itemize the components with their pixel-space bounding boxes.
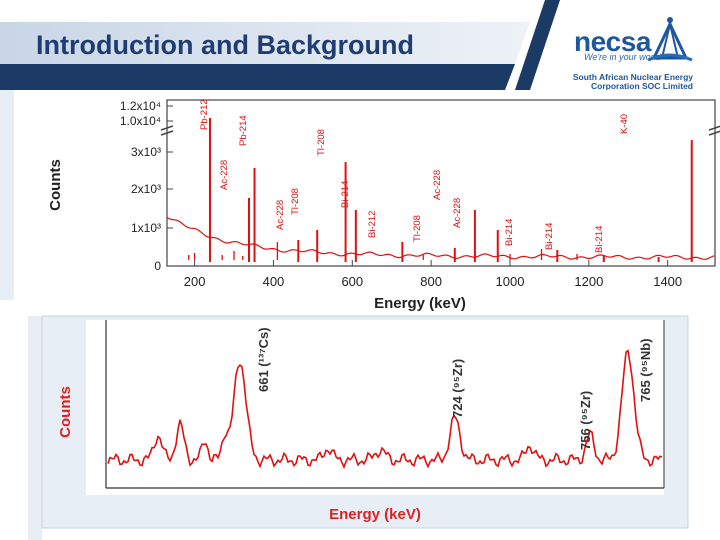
x-axis-title: Energy (keV) — [374, 295, 466, 312]
peak-label: 661 (¹³⁷Cs) — [256, 327, 271, 392]
necsa-org-line1: South African Nuclear Energy — [572, 72, 693, 82]
x-tick-label: 600 — [341, 274, 363, 289]
necsa-wordmark: necsa — [574, 26, 651, 57]
peak-label: Pb-212 — [199, 99, 210, 130]
x-tick-label: 400 — [263, 274, 285, 289]
peak-label: 724 (⁹⁵Zr) — [450, 359, 465, 418]
y-tick-label: 2x10³ — [131, 182, 161, 196]
peak-label: 765 (⁹⁵Nb) — [638, 338, 653, 402]
necsa-tagline: We're in your world — [584, 52, 661, 62]
peak-label: Bi-214 — [340, 181, 351, 208]
peak-label: Ac-228 — [452, 198, 463, 228]
peak-label: 756 (⁹⁵Zr) — [578, 391, 593, 450]
left-accent-bar — [0, 90, 14, 300]
peak-label: Bi-212 — [367, 211, 378, 238]
necsa-org-line2: Corporation SOC Limited — [591, 81, 693, 90]
peak-label: Pb-214 — [238, 115, 249, 146]
x-tick-label: 1000 — [496, 274, 525, 289]
x-tick-label: 1200 — [574, 274, 603, 289]
necsa-logo-icon — [648, 17, 693, 62]
axis-break-icon — [708, 125, 720, 136]
peak-label: Bi-214 — [544, 223, 555, 250]
peak-label: Tl-208 — [290, 188, 301, 215]
plot-frame — [166, 99, 716, 267]
spectrum-continuum — [166, 216, 715, 260]
x-tick-label: 800 — [420, 274, 442, 289]
peak-label: Bi-214 — [594, 226, 605, 253]
axis-break-icon — [160, 125, 174, 136]
peak-label: Tl-208 — [412, 215, 423, 242]
header-band: Introduction and Background necsa We're … — [0, 0, 720, 90]
x-axis-title: Energy (keV) — [329, 506, 421, 523]
peak-label: Bi-214 — [504, 219, 515, 246]
x-tick-label: 1400 — [653, 274, 682, 289]
x-tick-label: 200 — [184, 274, 206, 289]
y-axis-title: Counts — [57, 386, 74, 438]
y-tick-label: 1.2x10⁴ — [120, 99, 161, 113]
lower-spectrum-panel: Counts Energy (keV) 661 (¹³⁷Cs) 724 (⁹⁵Zr) 7… — [28, 315, 689, 540]
y-tick-label: 3x10³ — [131, 145, 161, 159]
y-tick-label: 0 — [154, 259, 161, 273]
y-tick-label: 1x10³ — [131, 221, 161, 235]
y-tick-label: 1.0x10⁴ — [120, 114, 161, 128]
zoomed-spectrum-line — [107, 349, 663, 470]
peak-label: K-40 — [619, 114, 630, 134]
page-title: Introduction and Background — [36, 30, 414, 60]
peak-label: Tl-208 — [316, 129, 327, 156]
peak-label: Ac-228 — [219, 160, 230, 190]
y-axis-title: Counts — [47, 159, 64, 211]
header-background — [0, 0, 720, 90]
peak-label: Ac-228 — [275, 200, 286, 230]
peak-label: Ac-228 — [432, 170, 443, 200]
